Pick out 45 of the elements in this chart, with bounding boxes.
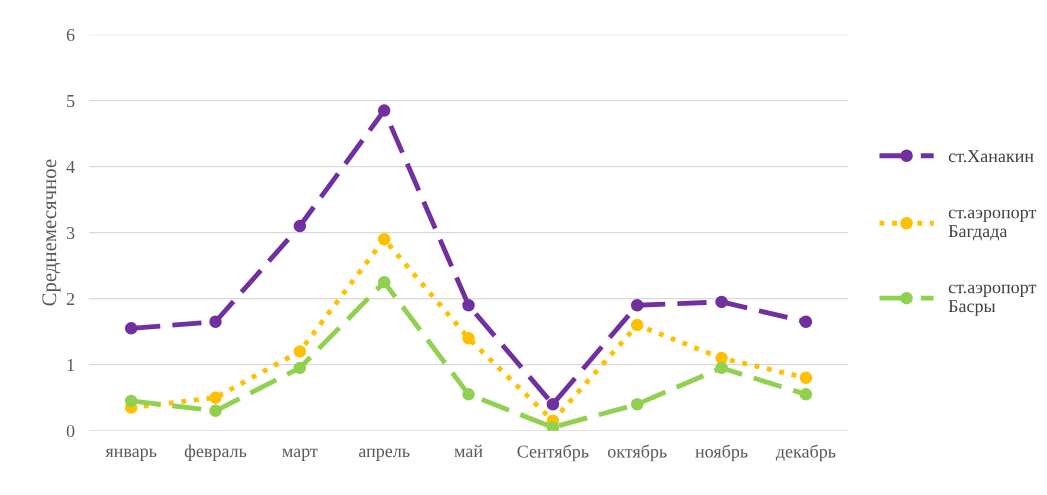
legend-label: ст.аэропорт Басры [948,284,1037,316]
x-tick-label: ноябрь [695,444,748,462]
point [293,345,307,358]
legend-label: ст.аэропорт Багдада [948,209,1037,241]
y-tick-label: 6 [66,28,75,42]
x-tick-label: январь [105,448,157,461]
point [209,404,222,418]
x-tick-label: октябрь [607,444,667,462]
point [124,394,138,408]
point [377,232,391,246]
point [546,421,560,431]
point [377,104,391,117]
point [209,391,222,404]
point [124,322,138,335]
point [293,219,307,233]
legend-label: ст.Ханакин [948,150,1034,163]
point [630,397,644,411]
y-tick-label: 4 [66,161,75,173]
point [799,371,813,385]
point [799,315,813,329]
point [715,351,728,365]
point [715,295,728,309]
point [293,361,307,375]
point [546,397,560,411]
x-tick-label: апрель [358,448,410,461]
point [462,388,475,401]
y-tick-label: 0 [66,424,75,438]
y-tick-label: 2 [66,292,75,305]
x-tick-label: декабрь [775,444,836,462]
point [377,275,391,289]
y-axis-title: Среднемесячное [42,159,61,306]
x-tick-label: март [282,448,318,461]
y-tick-label: 3 [66,226,75,240]
y-tick-label: 5 [67,95,75,108]
point [209,315,222,329]
point [462,331,475,345]
point [799,388,813,401]
x-tick-label: Сентябрь [517,444,589,462]
x-tick-label: май [454,444,483,458]
y-tick-label: 1 [67,358,75,371]
point [715,361,728,375]
point [462,298,475,312]
point [630,298,644,312]
point [630,318,644,332]
x-tick-label: февраль [184,444,247,461]
